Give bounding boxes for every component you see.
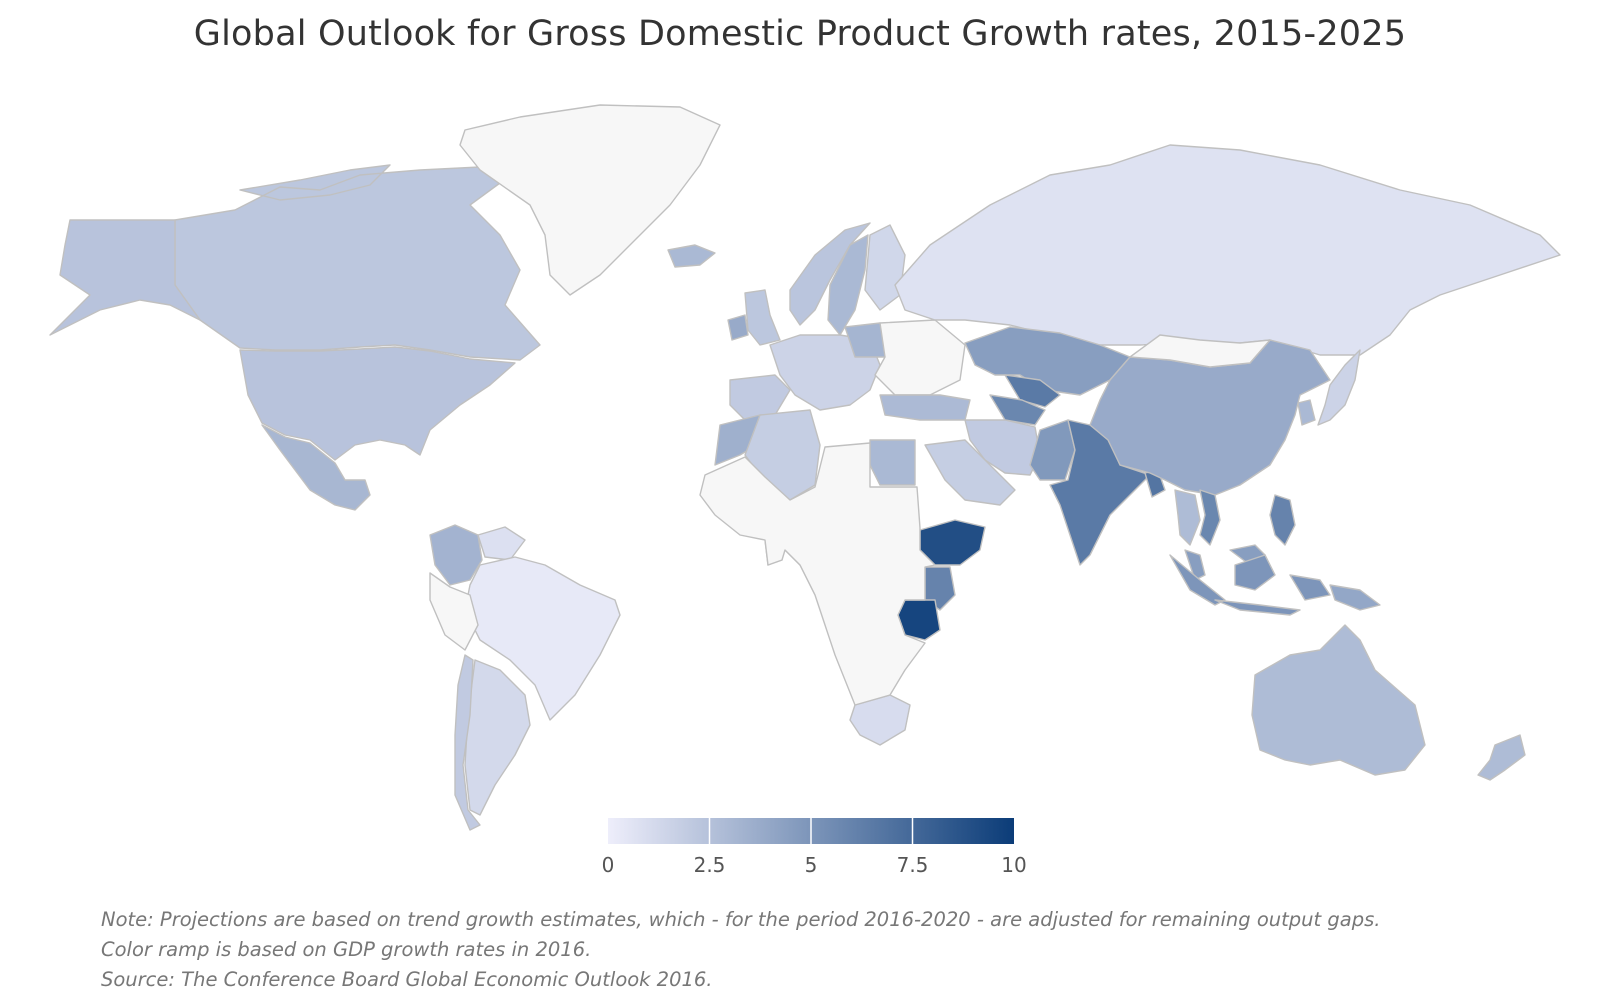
- region-indonesia[interactable]: Indonesia: [1169, 554, 1331, 616]
- region-uzbekistan[interactable]: Uzbekistan: [1004, 374, 1061, 408]
- region-saudi-arabia[interactable]: Saudi Arabia: [924, 439, 1016, 506]
- region-new-zealand[interactable]: New Zealand: [1477, 734, 1526, 781]
- region-australia[interactable]: Australia: [1251, 624, 1426, 776]
- region-philippines[interactable]: Philippines: [1269, 494, 1296, 546]
- note-source: Source: The Conference Board Global Econ…: [101, 968, 713, 991]
- region-chile[interactable]: Chile: [454, 654, 481, 831]
- region-egypt[interactable]: Egypt: [869, 439, 916, 486]
- legend-tick-label: 2.5: [694, 853, 726, 877]
- region-iran[interactable]: Iran: [964, 419, 1041, 476]
- region-mongolia[interactable]: Mongolia: [1129, 334, 1271, 368]
- region-eastern-europe[interactable]: Eastern Europe: [874, 319, 966, 396]
- legend-tick-label: 5: [805, 853, 818, 877]
- region-mexico[interactable]: Mexico: [261, 424, 371, 511]
- note-color-ramp: Color ramp is based on GDP growth rates …: [101, 938, 592, 961]
- note-projection: Note: Projections are based on trend gro…: [101, 908, 1381, 931]
- region-thailand[interactable]: Thailand: [1174, 489, 1201, 546]
- country-layer: CanadaUnited StatesMexico Greenland Colomb…: [49, 104, 1561, 831]
- region-turkmenistan[interactable]: Turkmenistan: [989, 394, 1046, 426]
- region-ethiopia[interactable]: Ethiopia: [919, 519, 986, 566]
- legend-tick-label: 7.5: [897, 853, 929, 877]
- region-papua-new-guinea[interactable]: Papua New Guinea: [1329, 584, 1381, 611]
- region-united-states[interactable]: United States: [49, 219, 516, 461]
- region-russia[interactable]: Russia: [894, 144, 1561, 356]
- region-colombia[interactable]: Colombia: [429, 524, 483, 586]
- region-united-kingdom[interactable]: United Kingdom: [744, 289, 781, 346]
- notes: Note: Projections are based on trend gro…: [101, 905, 1380, 995]
- region-turkey[interactable]: Turkey: [879, 394, 971, 421]
- region-south-korea[interactable]: South Korea: [1297, 399, 1316, 426]
- region-kazakhstan[interactable]: Kazakhstan: [964, 326, 1131, 396]
- region-western-europe[interactable]: Western Europe: [769, 334, 881, 411]
- legend-tick-label: 0: [602, 853, 615, 877]
- world-map: CanadaUnited StatesMexico Greenland Colomb…: [49, 104, 1561, 831]
- region-greenland[interactable]: Greenland: [459, 104, 721, 296]
- region-africa-other[interactable]: Africa (other): [699, 442, 936, 706]
- region-sweden[interactable]: Sweden: [827, 234, 869, 336]
- legend-tick-label: 10: [1001, 853, 1026, 877]
- region-south-africa[interactable]: South Africa: [849, 694, 911, 746]
- region-pakistan[interactable]: Pakistan: [1029, 419, 1076, 481]
- map-title: Global Outlook for Gross Domestic Produc…: [193, 14, 1407, 54]
- region-norway[interactable]: Norway: [789, 222, 871, 326]
- region-argentina[interactable]: Argentina: [464, 659, 531, 816]
- region-ireland[interactable]: Ireland: [727, 314, 749, 341]
- region-venezuela[interactable]: Venezuela: [477, 526, 526, 561]
- region-japan[interactable]: Japan: [1317, 349, 1361, 426]
- region-iceland[interactable]: Iceland: [667, 244, 716, 268]
- region-peru[interactable]: Peru: [429, 572, 479, 651]
- region-finland[interactable]: Finland: [864, 224, 906, 311]
- region-vietnam[interactable]: Vietnam: [1199, 489, 1221, 546]
- region-canada[interactable]: Canada: [174, 164, 541, 361]
